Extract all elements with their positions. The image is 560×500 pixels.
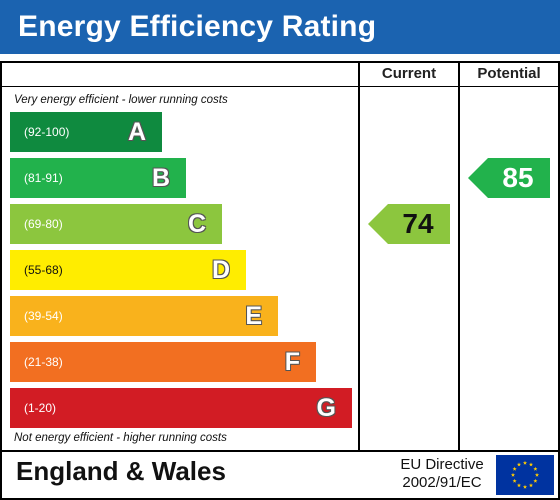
band-range-label: (39-54) (24, 309, 63, 323)
band-a: (92-100) A (10, 112, 162, 152)
band-letter-label: D (211, 256, 230, 284)
eu-star-icon (533, 478, 538, 483)
footer-country: England & Wales (16, 456, 226, 486)
band-letter-label: G (316, 394, 336, 422)
eu-flag-icon (496, 455, 554, 495)
band-f: (21-38) F (10, 342, 316, 382)
directive-line-1: EU Directive (400, 456, 484, 473)
band-range-label: (81-91) (24, 171, 63, 185)
eu-star-icon (528, 483, 534, 488)
eu-star-icon (512, 466, 517, 471)
band-letter-label: E (245, 302, 262, 330)
rating-value: 85 (502, 162, 534, 193)
note-bottom: Not energy efficient - higher running co… (14, 432, 227, 444)
header-bar: Energy Efficiency Rating (0, 0, 560, 54)
band-letter-label: F (284, 348, 300, 376)
eu-star-icon (510, 472, 516, 477)
potential-rating-marker: 85 (468, 158, 550, 198)
note-top: Very energy efficient - lower running co… (14, 94, 228, 106)
band-range-label: (55-68) (24, 263, 63, 277)
eu-star-icon (522, 484, 528, 489)
band-letter-label: B (151, 164, 170, 192)
rating-arrow-shape (368, 204, 450, 244)
band-letter-label: A (127, 118, 146, 146)
rating-arrow-shape (468, 158, 550, 198)
band-range-label: (1-20) (24, 401, 57, 415)
rating-value: 74 (402, 208, 434, 239)
band-letter-label: C (187, 210, 206, 238)
eu-star-icon (533, 466, 538, 471)
footer-directive: EU Directive 2002/91/EC (389, 456, 495, 492)
directive-line-2: 2002/91/EC (402, 474, 482, 491)
eu-star-icon (512, 478, 517, 483)
page-title: Energy Efficiency Rating (18, 10, 377, 43)
column-header-potential: Potential (477, 65, 541, 82)
band-b: (81-91) B (10, 158, 186, 198)
band-e: (39-54) E (10, 296, 278, 336)
eu-star-icon (522, 460, 528, 465)
eu-star-icon (534, 472, 540, 477)
current-rating-marker: 74 (368, 204, 450, 244)
band-range-label: (92-100) (24, 125, 70, 139)
band-c: (69-80) C (10, 204, 222, 244)
eu-star-icon (528, 462, 534, 467)
column-header-current: Current (381, 65, 437, 82)
eu-star-icon (516, 462, 522, 467)
band-d: (55-68) D (10, 250, 246, 290)
band-range-label: (69-80) (24, 217, 63, 231)
eu-star-icon (516, 483, 522, 488)
band-range-label: (21-38) (24, 355, 63, 369)
band-g: (1-20) G (10, 388, 352, 428)
